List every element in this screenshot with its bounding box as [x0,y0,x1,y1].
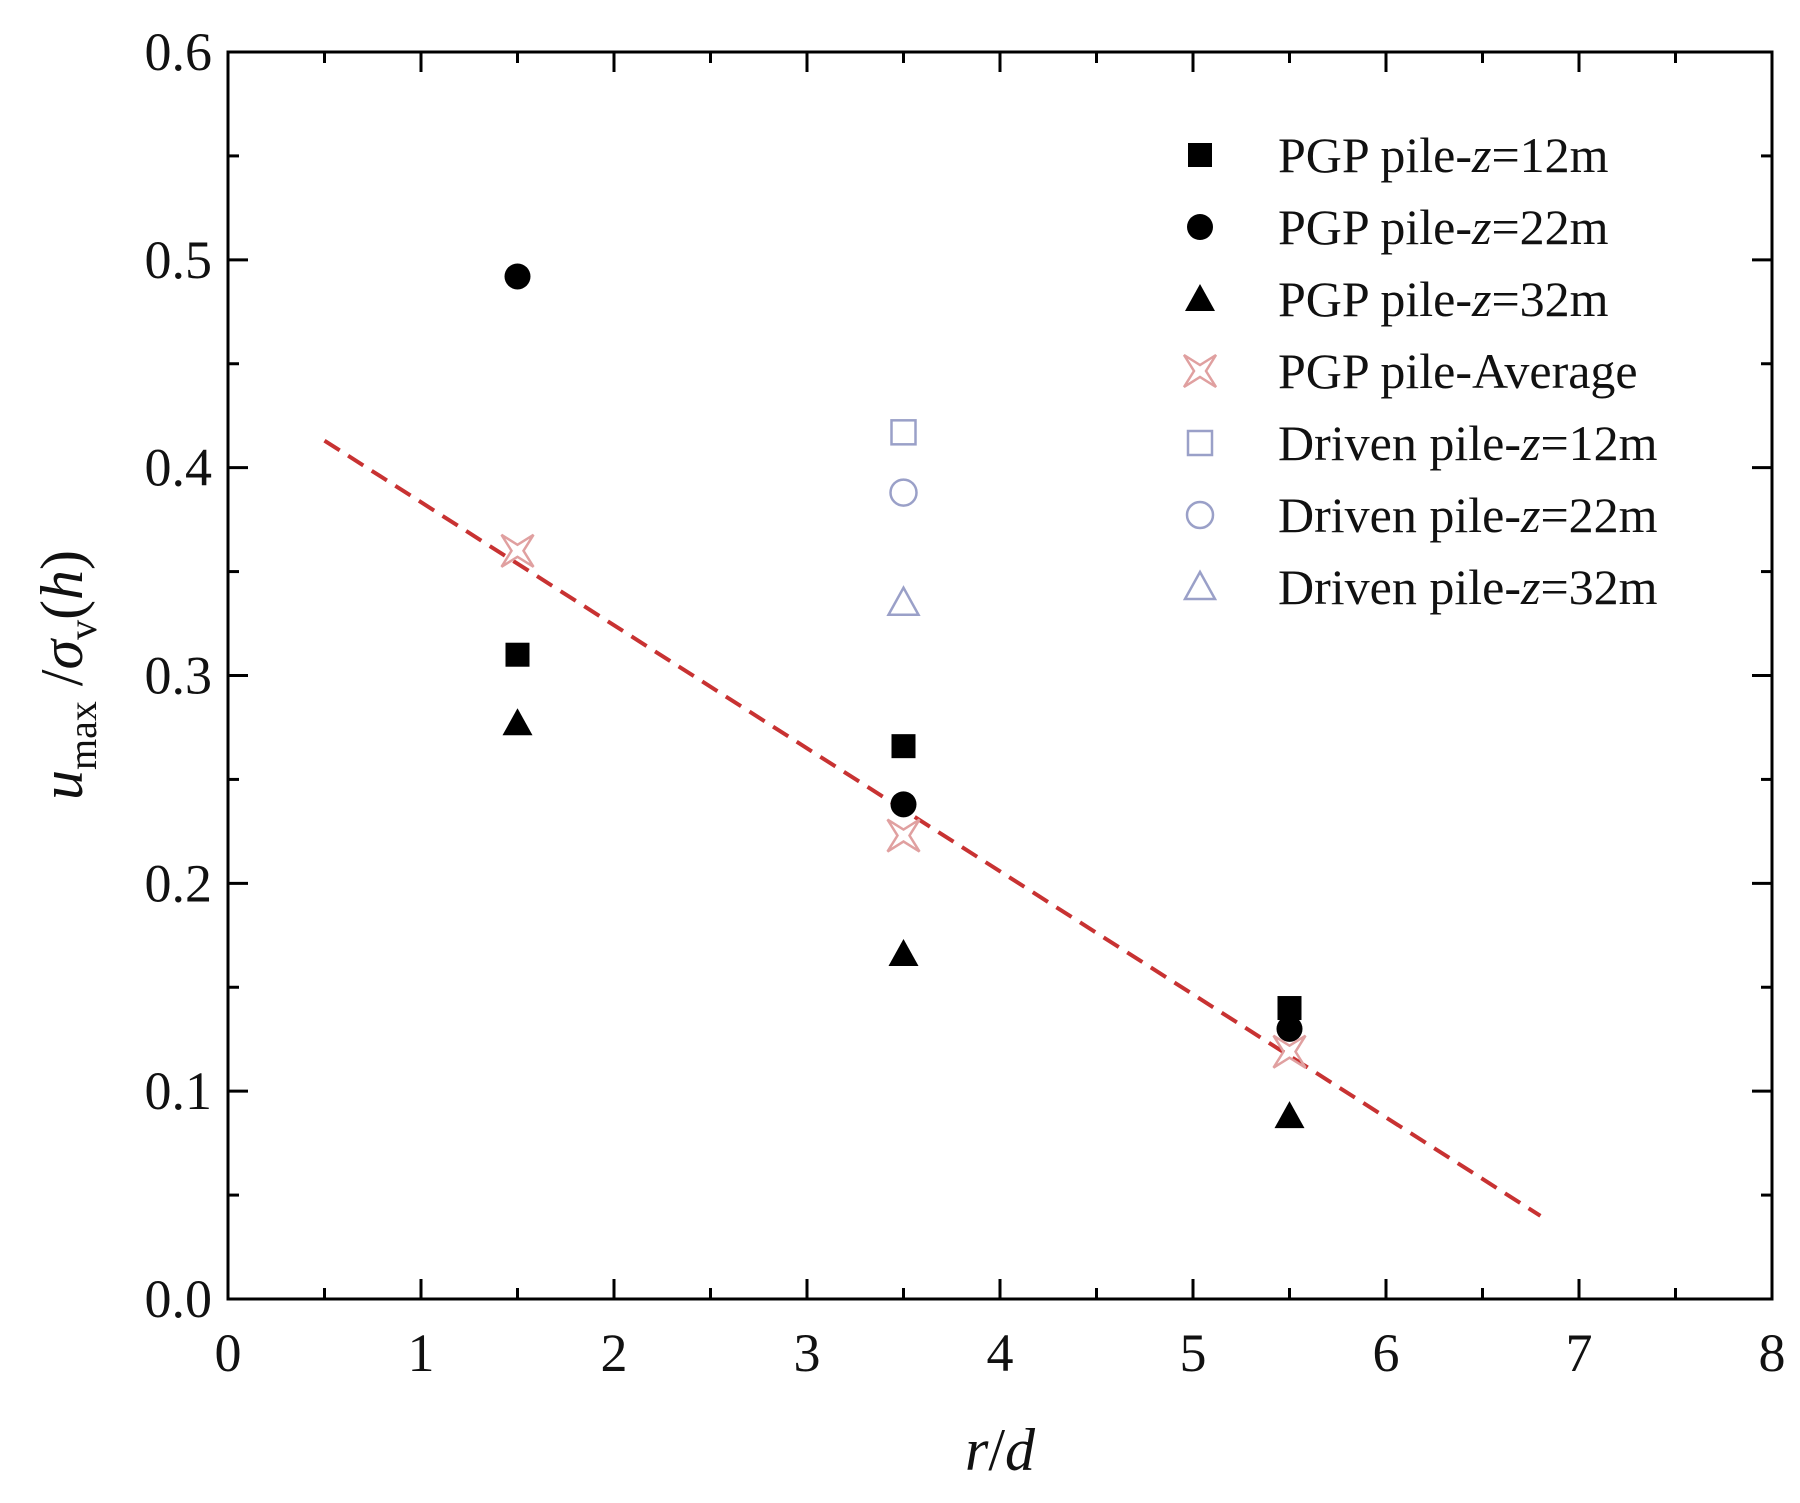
axis-ticks: 0 1 2 3 4 5 6 7 8 0.0 0.1 0.2 0.3 0.4 0.5 0.6 [145,22,1786,1383]
data-point-series-2 [502,708,533,736]
data-points [500,263,1307,1129]
x-tick-label: 7 [1566,1323,1593,1383]
data-point-series-3 [500,533,535,568]
y-tick-label: 0.4 [145,438,213,498]
data-point-series-3 [1272,1034,1307,1069]
data-point-series-3 [886,818,921,853]
x-axis-title: r/d [965,1417,1036,1483]
data-point-series-5 [889,478,918,507]
data-point-series-0 [891,734,916,759]
x-tick-label: 1 [408,1323,435,1383]
legend-label: PGP pile-z=12m [1278,127,1609,183]
y-tick-label: 0.5 [145,230,213,290]
data-point-series-2 [1274,1101,1305,1129]
legend-label: Driven pile-z=12m [1278,415,1658,471]
legend-label: PGP pile-z=22m [1278,199,1609,255]
data-point-series-1 [1276,1015,1303,1042]
legend: PGP pile-z=12m PGP pile-z=22m PGP pile-z=3… [1182,127,1658,615]
data-point-series-0 [505,642,530,667]
x-tick-label: 4 [987,1323,1014,1383]
data-point-series-6 [886,585,921,617]
legend-marker [1185,284,1215,311]
y-tick-label: 0.3 [145,646,213,706]
legend-marker [1185,500,1215,530]
y-tick-label: 0.2 [145,853,213,913]
data-point-series-2 [888,938,919,966]
legend-marker [1182,353,1218,389]
data-point-series-4 [890,419,917,446]
legend-marker [1187,214,1213,240]
fit-line-group [323,438,1542,1218]
data-point-series-1 [504,263,531,290]
x-tick-label: 3 [794,1323,821,1383]
legend-label: Driven pile-z=22m [1278,487,1658,543]
x-tick-label: 6 [1373,1323,1400,1383]
x-tick-label: 2 [601,1323,628,1383]
legend-marker [1186,429,1214,457]
fit-line [323,438,1542,1218]
legend-label: PGP pile-Average [1278,343,1638,399]
x-tick-label: 5 [1180,1323,1207,1383]
legend-marker [1182,569,1218,601]
y-axis-title: umax /σv(h) [29,550,105,800]
legend-marker [1188,143,1212,167]
legend-label: PGP pile-z=32m [1278,271,1609,327]
y-tick-label: 0.0 [145,1269,213,1329]
x-tick-label: 8 [1759,1323,1786,1383]
x-tick-label: 0 [215,1323,242,1383]
y-tick-label: 0.6 [145,22,213,82]
data-point-series-1 [890,791,917,818]
legend-label: Driven pile-z=32m [1278,559,1658,615]
y-tick-label: 0.1 [145,1061,213,1121]
